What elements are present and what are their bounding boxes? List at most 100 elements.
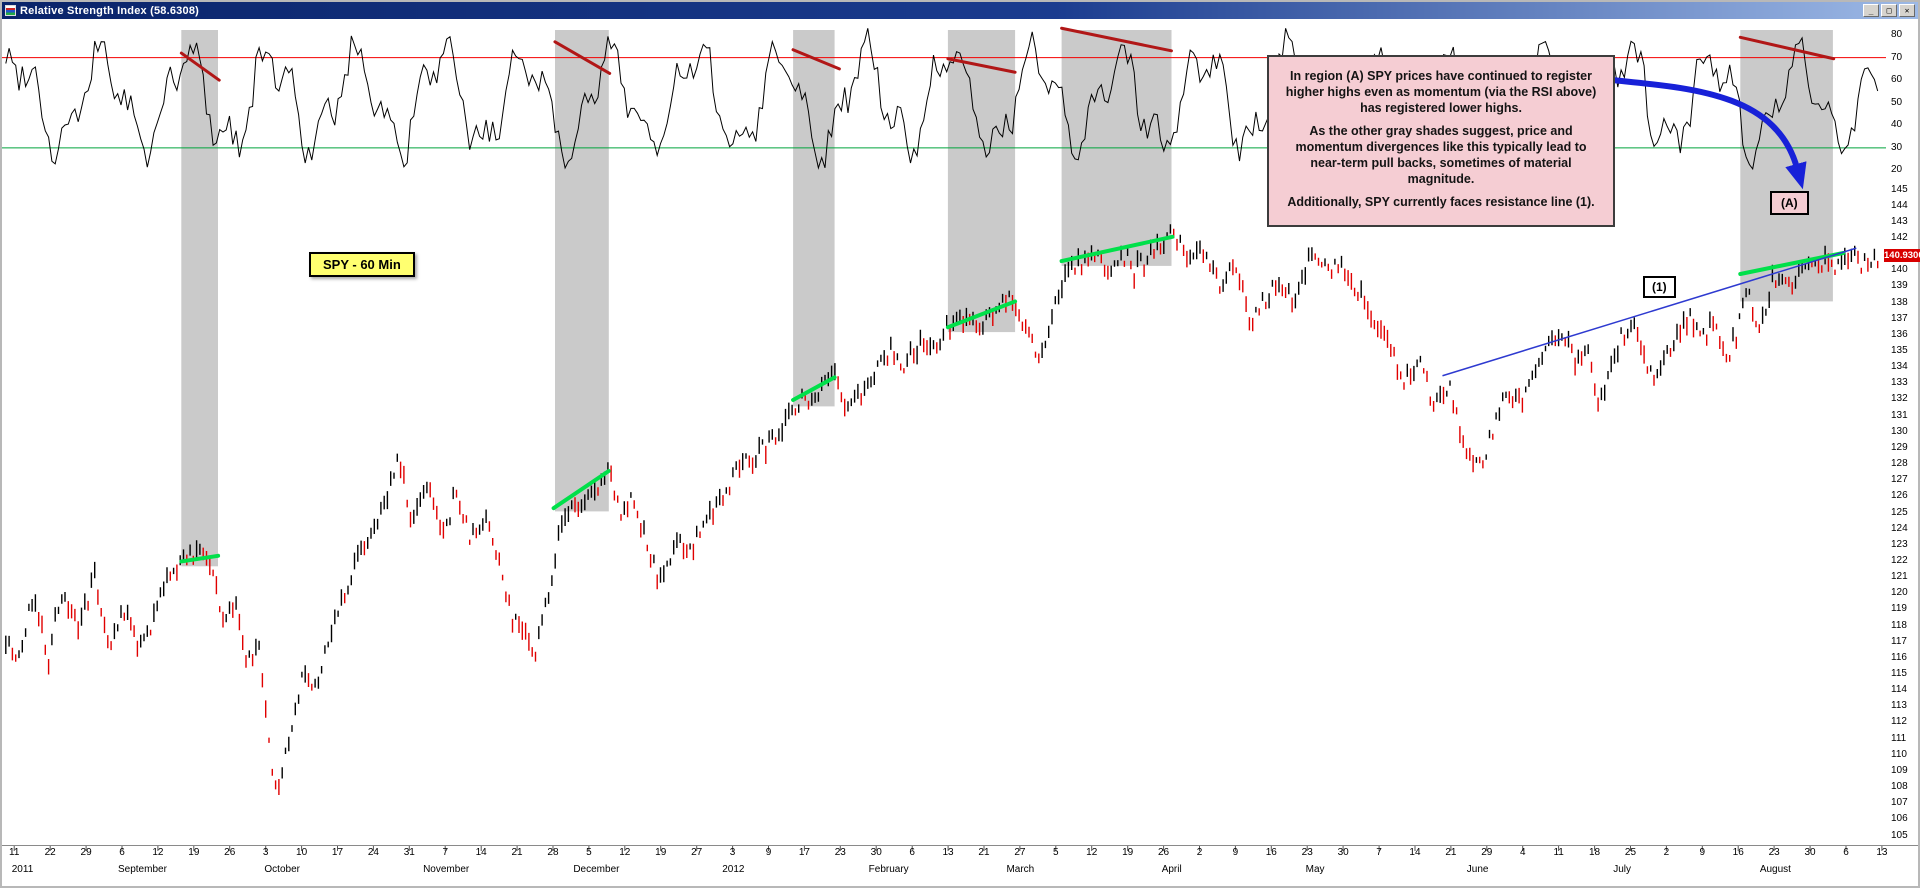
month-label: May bbox=[1305, 864, 1325, 875]
rsi-divergence-trendline[interactable] bbox=[553, 40, 612, 75]
day-tick-label: 29 bbox=[1481, 847, 1493, 858]
day-tick-label: 24 bbox=[367, 847, 379, 858]
rsi-divergence-trendline[interactable] bbox=[1738, 35, 1836, 61]
last-price-badge: 140.9300 bbox=[1884, 249, 1920, 262]
close-button[interactable]: ✕ bbox=[1899, 4, 1915, 17]
day-tick-label: 16 bbox=[1732, 847, 1744, 858]
day-tick-label: 19 bbox=[1122, 847, 1134, 858]
price-tick-label: 143 bbox=[1891, 215, 1908, 227]
time-axis-days[interactable]: 11 22 29 6 12 19 26 3 10 17 24 31 7 14 21 28 5 12 19 27 3 9 17… bbox=[0, 847, 1920, 861]
annotation-paragraph-2: As the other gray shades suggest, price … bbox=[1295, 124, 1587, 186]
rsi-divergence-trendline[interactable] bbox=[791, 48, 841, 71]
price-tick-label: 118 bbox=[1891, 619, 1907, 631]
day-tick-label: 30 bbox=[1804, 847, 1816, 858]
month-label: September bbox=[117, 864, 167, 875]
price-tick-label: 108 bbox=[1891, 781, 1908, 793]
rsi-divergence-trendline[interactable] bbox=[179, 51, 221, 82]
maximize-button[interactable]: □ bbox=[1881, 4, 1897, 17]
price-tick-label: 124 bbox=[1891, 522, 1908, 534]
resistance-trendline[interactable] bbox=[1442, 247, 1857, 377]
day-tick-label: 23 bbox=[1768, 847, 1780, 858]
day-tick-label: 30 bbox=[1337, 847, 1349, 858]
day-tick-label: 12 bbox=[619, 847, 631, 858]
day-tick-label: 14 bbox=[1409, 847, 1421, 858]
day-tick-label: 9 bbox=[1232, 847, 1239, 858]
day-tick-label: 23 bbox=[1301, 847, 1313, 858]
price-support-trendline[interactable] bbox=[791, 375, 837, 402]
price-tick-label: 131 bbox=[1891, 409, 1908, 421]
day-tick-label: 3 bbox=[729, 847, 736, 858]
price-tick-label: 110 bbox=[1891, 748, 1907, 760]
time-axis-months[interactable]: 2011 September October November December 2012… bbox=[0, 863, 1920, 879]
price-tick-label: 126 bbox=[1891, 490, 1908, 502]
month-label: October bbox=[264, 864, 300, 875]
annotation-arrow[interactable] bbox=[1609, 77, 1807, 190]
day-tick-label: 17 bbox=[798, 847, 810, 858]
price-tick-label: 133 bbox=[1891, 377, 1908, 389]
price-tick-label: 138 bbox=[1891, 296, 1908, 308]
day-tick-label: 11 bbox=[9, 847, 20, 858]
day-tick-label: 9 bbox=[1699, 847, 1706, 858]
annotation-box[interactable]: In region (A) SPY prices have continued … bbox=[1267, 55, 1615, 227]
minimize-button[interactable]: _ bbox=[1863, 4, 1879, 17]
month-label: August bbox=[1759, 864, 1791, 875]
day-tick-label: 2 bbox=[1663, 847, 1670, 858]
rsi-tick-label: 40 bbox=[1891, 119, 1903, 131]
window-title: Relative Strength Index (58.6308) bbox=[20, 4, 199, 17]
price-tick-label: 111 bbox=[1891, 732, 1907, 744]
day-tick-label: 7 bbox=[1376, 847, 1382, 858]
price-tick-label: 136 bbox=[1891, 328, 1908, 340]
price-tick-label: 139 bbox=[1891, 280, 1908, 292]
time-axis-ticks bbox=[13, 846, 1883, 851]
month-label: December bbox=[573, 864, 620, 875]
price-tick-label: 113 bbox=[1891, 700, 1907, 712]
rsi-divergence-trendline[interactable] bbox=[1060, 26, 1173, 53]
day-tick-label: 10 bbox=[296, 847, 308, 858]
day-tick-label: 27 bbox=[691, 847, 703, 858]
price-tick-label: 107 bbox=[1891, 797, 1908, 809]
annotation-paragraph-1: In region (A) SPY prices have continued … bbox=[1285, 69, 1597, 115]
symbol-label[interactable]: SPY - 60 Min bbox=[309, 252, 415, 277]
price-support-trendline[interactable] bbox=[551, 469, 611, 511]
day-tick-label: 27 bbox=[1014, 847, 1026, 858]
price-tick-label: 130 bbox=[1891, 425, 1908, 437]
rsi-tick-label: 60 bbox=[1891, 74, 1903, 86]
rsi-divergence-trendline[interactable] bbox=[946, 57, 1017, 74]
price-tick-label: 105 bbox=[1891, 829, 1908, 841]
price-support-trendline[interactable] bbox=[179, 553, 221, 564]
day-tick-label: 29 bbox=[80, 847, 92, 858]
day-tick-label: 16 bbox=[1265, 847, 1277, 858]
titlebar[interactable]: Relative Strength Index (58.6308) _ □ ✕ bbox=[2, 2, 1918, 19]
region-a-label[interactable]: (A) bbox=[1770, 191, 1809, 215]
price-tick-label: 114 bbox=[1891, 684, 1907, 696]
day-tick-label: 26 bbox=[1158, 847, 1170, 858]
price-support-trendline[interactable] bbox=[1059, 234, 1175, 264]
price-support-trendline[interactable] bbox=[945, 299, 1018, 330]
month-label: 2011 bbox=[11, 864, 34, 875]
month-label: 2012 bbox=[722, 864, 745, 875]
month-label: November bbox=[423, 864, 470, 875]
rsi-tick-label: 50 bbox=[1891, 96, 1903, 108]
day-tick-label: 19 bbox=[188, 847, 200, 858]
price-tick-label: 122 bbox=[1891, 554, 1908, 566]
day-tick-label: 12 bbox=[1086, 847, 1098, 858]
day-tick-label: 9 bbox=[765, 847, 772, 858]
day-tick-label: 21 bbox=[978, 847, 990, 858]
annotation-paragraph-3: Additionally, SPY currently faces resist… bbox=[1287, 195, 1595, 209]
price-support-trendline[interactable] bbox=[1738, 250, 1846, 276]
day-tick-label: 17 bbox=[331, 847, 344, 858]
price-tick-label: 132 bbox=[1891, 393, 1908, 405]
day-tick-label: 4 bbox=[1519, 847, 1526, 858]
resistance-line-label[interactable]: (1) bbox=[1643, 276, 1676, 298]
price-tick-label: 145 bbox=[1891, 183, 1908, 195]
rsi-tick-label: 70 bbox=[1891, 51, 1903, 63]
day-tick-label: 12 bbox=[152, 847, 164, 858]
price-tick-label: 135 bbox=[1891, 345, 1908, 356]
month-label: February bbox=[868, 864, 909, 875]
day-tick-label: 13 bbox=[1876, 847, 1888, 858]
day-tick-label: 14 bbox=[475, 847, 487, 858]
